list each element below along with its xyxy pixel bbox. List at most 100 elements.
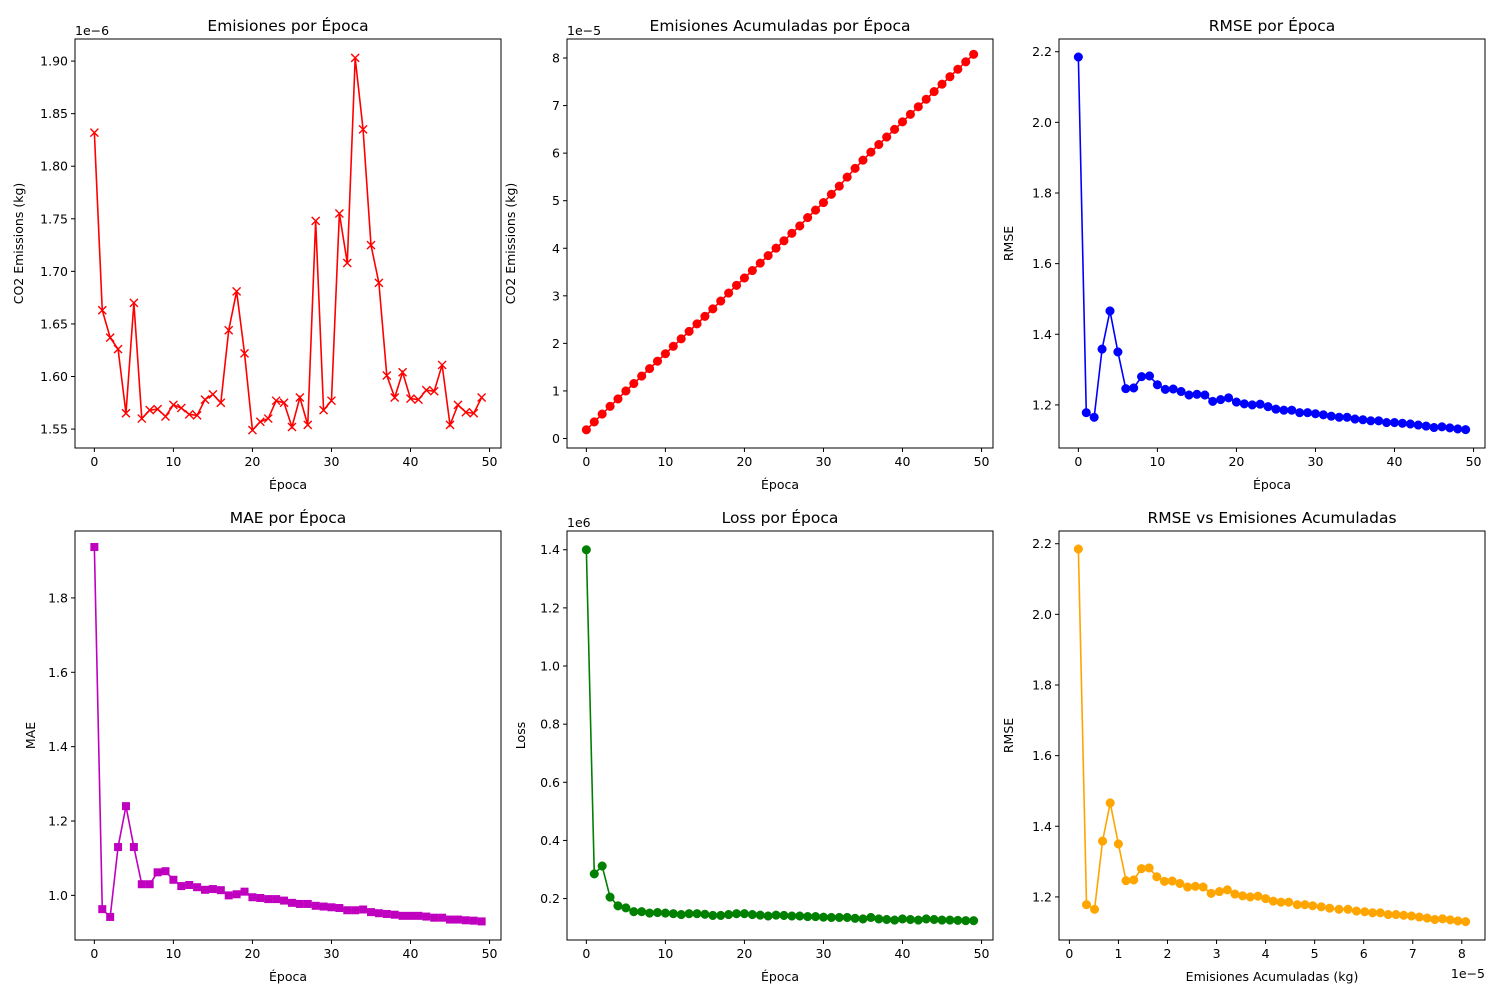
- data-point: [114, 843, 123, 852]
- data-point: [350, 53, 360, 63]
- data-point: [248, 893, 257, 902]
- x-axis-label: Época: [761, 969, 799, 984]
- data-point: [1342, 412, 1352, 422]
- data-point: [184, 409, 194, 419]
- y-tick-label: 2.0: [1032, 607, 1052, 622]
- data-point: [1184, 390, 1194, 400]
- data-point: [398, 367, 408, 377]
- data-point: [264, 895, 273, 904]
- x-tick-label: 10: [165, 946, 181, 961]
- data-point: [1325, 903, 1335, 913]
- data-point: [882, 132, 892, 142]
- data-point: [1121, 384, 1131, 394]
- x-tick-label: 50: [482, 454, 498, 469]
- data-point: [692, 319, 702, 329]
- data-point: [477, 917, 486, 926]
- data-point: [1113, 347, 1123, 357]
- y-axis-label: RMSE: [1001, 718, 1016, 753]
- data-point: [1368, 908, 1378, 918]
- data-point: [1279, 405, 1289, 415]
- data-point: [1350, 414, 1360, 424]
- data-point: [422, 912, 431, 921]
- data-point: [1159, 876, 1170, 886]
- data-point: [176, 403, 186, 413]
- x-tick-label: 30: [1308, 454, 1324, 469]
- data-point: [359, 905, 368, 914]
- data-point: [637, 907, 647, 917]
- data-point: [1413, 420, 1423, 430]
- data-point: [1098, 836, 1108, 846]
- data-point: [747, 266, 757, 276]
- data-point: [755, 258, 765, 268]
- data-point: [200, 395, 210, 405]
- data-point: [787, 228, 797, 238]
- data-point: [137, 880, 146, 889]
- data-point: [1152, 380, 1162, 390]
- data-point: [1422, 913, 1432, 923]
- data-point: [763, 251, 773, 261]
- data-point: [645, 364, 655, 374]
- data-point: [779, 910, 789, 920]
- y-tick-label: 1.55: [40, 422, 68, 437]
- data-point: [826, 912, 836, 923]
- data-point: [1105, 306, 1115, 316]
- data-point: [589, 417, 599, 427]
- data-point: [1253, 891, 1263, 901]
- y-tick-label: 0.8: [540, 717, 560, 732]
- x-tick-label: 2: [1164, 946, 1172, 961]
- y-tick-label: 2.2: [1032, 44, 1052, 59]
- y-tick-label: 2.2: [1032, 536, 1052, 551]
- data-point: [161, 411, 170, 421]
- data-point: [747, 910, 757, 920]
- data-point: [1421, 421, 1431, 431]
- data-point: [969, 916, 979, 926]
- data-point: [1383, 910, 1393, 920]
- y-tick-label: 2.0: [1032, 115, 1052, 130]
- data-point: [1303, 408, 1313, 418]
- data-point: [1214, 887, 1224, 897]
- data-point: [1453, 424, 1463, 434]
- data-point: [461, 407, 471, 417]
- data-point: [716, 296, 726, 306]
- data-point: [684, 326, 694, 336]
- x-tick-label: 50: [1466, 454, 1482, 469]
- y-tick-label: 1.4: [1032, 327, 1052, 342]
- data-point: [1445, 915, 1455, 925]
- data-point: [398, 911, 407, 920]
- axes-frame: [74, 530, 502, 941]
- data-point: [438, 913, 447, 922]
- data-point: [1245, 892, 1255, 902]
- data-point: [1247, 400, 1257, 410]
- data-point: [406, 394, 415, 404]
- data-point: [676, 334, 686, 344]
- data-point: [311, 901, 320, 910]
- data-point: [1382, 418, 1392, 428]
- x-tick-label: 40: [403, 454, 419, 469]
- data-point: [905, 109, 915, 119]
- x-axis-label: Época: [269, 477, 307, 492]
- data-point: [240, 348, 250, 358]
- y-tick-label: 0.2: [540, 891, 560, 906]
- data-point: [224, 891, 233, 900]
- axes-frame: [1058, 38, 1486, 449]
- data-point: [185, 880, 194, 889]
- data-point: [90, 542, 99, 551]
- data-point: [145, 405, 155, 415]
- data-point: [605, 401, 615, 411]
- data-point: [597, 409, 607, 419]
- chart-title: RMSE por Época: [1209, 16, 1335, 35]
- x-tick-label: 0: [1074, 454, 1082, 469]
- data-point: [826, 189, 836, 199]
- y-tick-label: 1.90: [40, 54, 68, 69]
- data-point: [581, 545, 591, 555]
- data-point: [708, 910, 718, 920]
- data-point: [961, 57, 971, 67]
- data-point: [169, 875, 178, 884]
- data-point: [279, 398, 289, 408]
- data-point: [1461, 425, 1471, 435]
- data-point: [216, 398, 226, 408]
- x-tick-label: 20: [736, 946, 752, 961]
- data-point: [446, 915, 455, 924]
- data-point: [708, 304, 718, 314]
